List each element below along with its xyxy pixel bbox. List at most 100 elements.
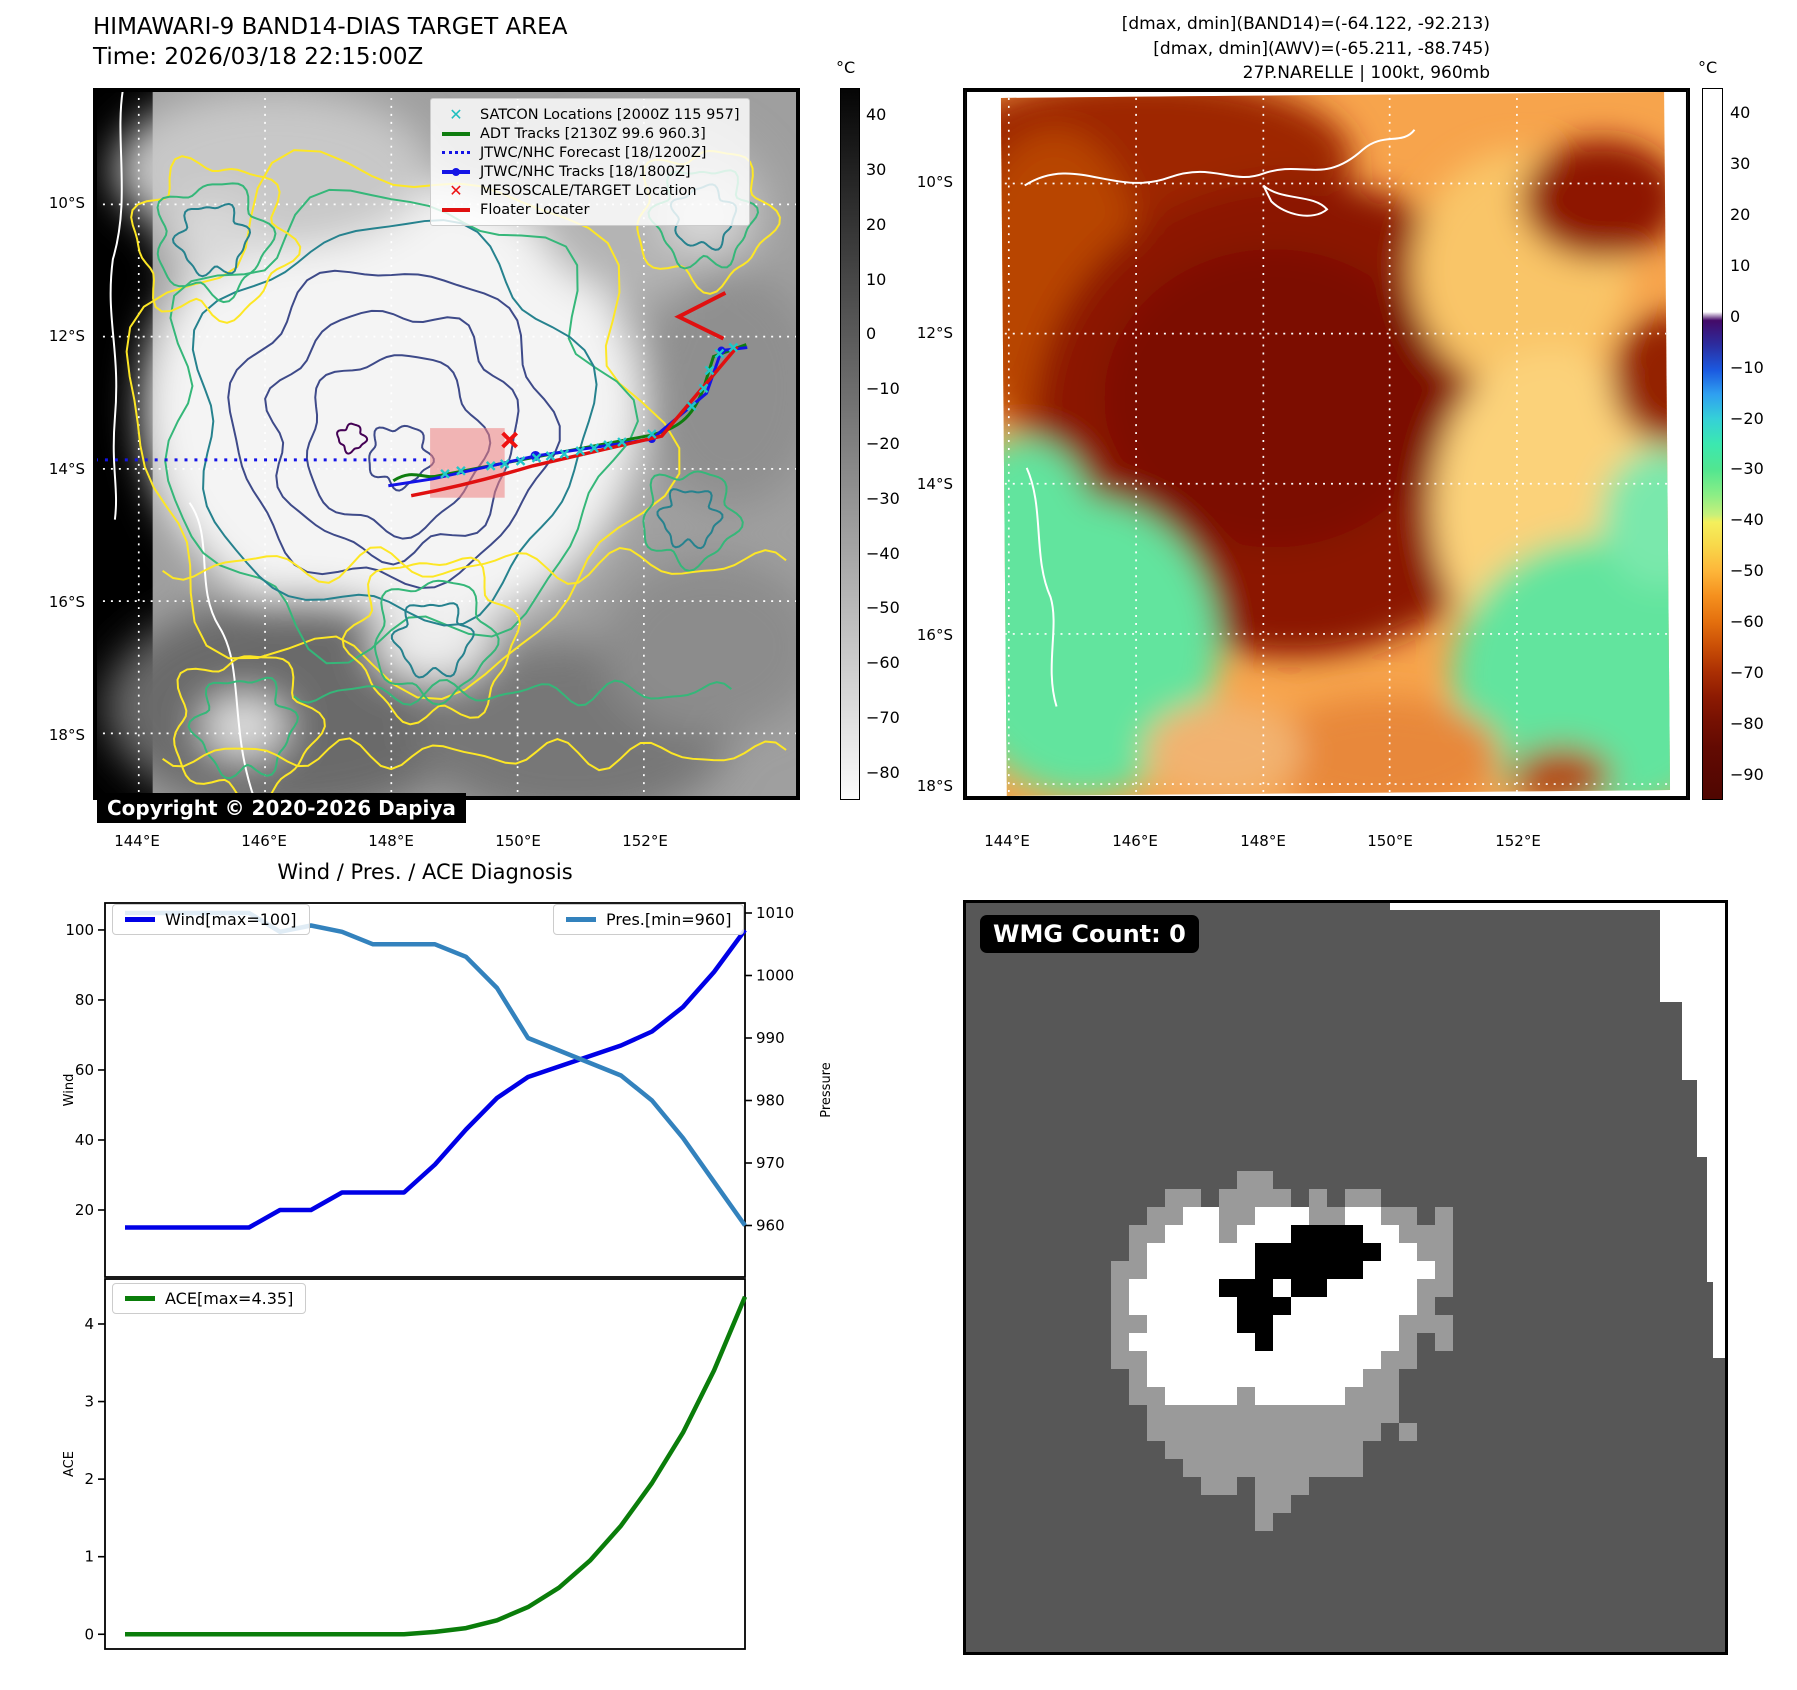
- svg-text:Wind: Wind: [62, 1074, 77, 1107]
- wmg-pixel: [1291, 1225, 1309, 1243]
- wmg-pixel: [1165, 1261, 1183, 1279]
- legend-item-label: ADT Tracks [2130Z 99.6 960.3]: [480, 125, 706, 142]
- wmg-pixel: [1399, 1297, 1417, 1315]
- awv-map-yaxis: 10°S 12°S 14°S 16°S 18°S: [899, 88, 957, 800]
- legend-item-label: Floater Locater: [480, 201, 590, 218]
- wmg-pixel: [1183, 1207, 1201, 1225]
- awv-colorbar-unit: °C: [1698, 58, 1718, 77]
- wmg-pixel: [1381, 1369, 1399, 1387]
- wmg-pixel: [1201, 1477, 1219, 1495]
- wmg-pixel: [1309, 1225, 1327, 1243]
- wmg-pixel: [1237, 1261, 1255, 1279]
- axis-tick-label: 148°E: [368, 832, 414, 850]
- wmg-pixel: [1147, 1423, 1165, 1441]
- wmg-pixel: [1399, 1423, 1417, 1441]
- floater-line: [410, 345, 739, 498]
- wmg-pixel: [1435, 1243, 1453, 1261]
- wmg-pixel: [1309, 1423, 1327, 1441]
- svg-text:2: 2: [84, 1470, 94, 1488]
- wmg-pixel: [1201, 1387, 1219, 1405]
- wmg-pixel: [1417, 1243, 1435, 1261]
- wmg-pixel: [1147, 1315, 1165, 1333]
- wmg-pixel: [1345, 1189, 1363, 1207]
- axis-tick-label: 16°S: [916, 626, 953, 644]
- wmg-pixel: [1183, 1405, 1201, 1423]
- wmg-pixel: [1201, 1297, 1219, 1315]
- wmg-pixel: [1381, 1207, 1399, 1225]
- wmg-pixel: [1219, 1423, 1237, 1441]
- wmg-pixel: [1309, 1351, 1327, 1369]
- wmg-pixel: [1183, 1387, 1201, 1405]
- wmg-pixel: [1129, 1225, 1147, 1243]
- wmg-pixel: [1273, 1261, 1291, 1279]
- wmg-pixel: [1111, 1351, 1129, 1369]
- wmg-mask-blob: [1093, 1171, 1471, 1531]
- wmg-pixel: [1129, 1387, 1147, 1405]
- wmg-pixel: [1363, 1369, 1381, 1387]
- colorbar-tick-label: 30: [866, 160, 887, 180]
- awv-map-image: [965, 90, 1688, 798]
- legend-item: JTWC/NHC Tracks [18/1800Z]: [441, 162, 739, 181]
- wmg-pixel: [1147, 1405, 1165, 1423]
- wmg-pixel: [1255, 1279, 1273, 1297]
- awv-map: [963, 88, 1690, 800]
- wmg-pixel: [1399, 1261, 1417, 1279]
- wmg-pixel: [1129, 1297, 1147, 1315]
- map-legend: ✕ SATCON Locations [2000Z 115 957] ADT Tra…: [430, 98, 751, 226]
- colorbar-tick-label: −20: [866, 434, 900, 453]
- wmg-pixel: [1435, 1225, 1453, 1243]
- wmg-pixel: [1273, 1423, 1291, 1441]
- wmg-pixel: [1399, 1351, 1417, 1369]
- wmg-pixel: [1363, 1207, 1381, 1225]
- wmg-pixel: [1417, 1279, 1435, 1297]
- wmg-pixel: [1237, 1189, 1255, 1207]
- wmg-pixel: [1363, 1333, 1381, 1351]
- wmg-pixel: [1237, 1405, 1255, 1423]
- wmg-pixel: [1399, 1279, 1417, 1297]
- wmg-pixel: [1219, 1261, 1237, 1279]
- wmg-pixel: [1255, 1369, 1273, 1387]
- wmg-pixel: [1183, 1351, 1201, 1369]
- graticule: [1000, 91, 1671, 797]
- wmg-pixel: [1201, 1459, 1219, 1477]
- wmg-pixel: [1219, 1441, 1237, 1459]
- wmg-pixel: [1417, 1225, 1435, 1243]
- dmax-dmin-band14: [dmax, dmin](BAND14)=(-64.122, -92.213): [1121, 14, 1490, 34]
- band14-map: ✕ SATCON Locations [2000Z 115 957] ADT Tra…: [93, 88, 800, 823]
- wmg-pixel: [1219, 1189, 1237, 1207]
- wmg-pixel: [1273, 1297, 1291, 1315]
- axis-tick-label: 18°S: [48, 726, 85, 744]
- axis-tick-label: 152°E: [1495, 832, 1541, 850]
- wmg-pixel: [1147, 1387, 1165, 1405]
- wmg-pixel: [1291, 1261, 1309, 1279]
- wmg-pixel: [1255, 1207, 1273, 1225]
- colorbar-tick-label: −60: [1730, 612, 1764, 631]
- legend-item: JTWC/NHC Forecast [18/1200Z]: [441, 143, 739, 162]
- wmg-pixel: [1219, 1225, 1237, 1243]
- wmg-pixel: [1327, 1297, 1345, 1315]
- copyright-badge: Copyright © 2020-2026 Dapiya: [97, 793, 466, 823]
- page-title: HIMAWARI-9 BAND14-DIAS TARGET AREA: [93, 14, 568, 40]
- colorbar-tick-label: −30: [866, 488, 900, 508]
- wmg-pixel: [1237, 1207, 1255, 1225]
- series-ace: [125, 1295, 748, 1637]
- wmg-panel: WMG Count: 0: [963, 900, 1728, 1655]
- wmg-pixel: [1165, 1243, 1183, 1261]
- svg-text:100: 100: [65, 921, 94, 939]
- axis-tick-label: 12°S: [48, 327, 85, 345]
- colorbar-tick-label: −80: [866, 762, 900, 782]
- wmg-pixel: [1201, 1351, 1219, 1369]
- wmg-pixel: [1327, 1387, 1345, 1405]
- wmg-pixel: [1183, 1423, 1201, 1441]
- wmg-pixel: [1111, 1333, 1129, 1351]
- wmg-pixel: [1381, 1333, 1399, 1351]
- wmg-pixel: [1273, 1207, 1291, 1225]
- wmg-pixel: [1327, 1315, 1345, 1333]
- wmg-pixel: [1183, 1261, 1201, 1279]
- axis-tick-label: 16°S: [48, 593, 85, 611]
- axis-tick-label: 146°E: [1112, 832, 1158, 850]
- wmg-pixel: [1291, 1405, 1309, 1423]
- wmg-pixel: [1327, 1225, 1345, 1243]
- wmg-pixel: [1201, 1261, 1219, 1279]
- wmg-pixel: [1291, 1315, 1309, 1333]
